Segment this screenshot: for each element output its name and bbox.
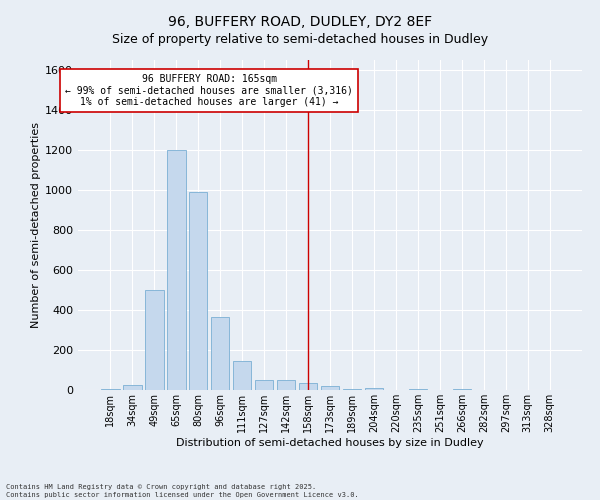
Bar — [233, 361, 251, 390]
Bar — [145, 290, 164, 390]
Bar — [320, 386, 340, 390]
Bar — [211, 317, 229, 390]
Bar — [409, 389, 427, 390]
Text: Contains HM Land Registry data © Crown copyright and database right 2025.
Contai: Contains HM Land Registry data © Crown c… — [6, 484, 359, 498]
Bar — [101, 389, 119, 390]
Bar — [123, 385, 142, 390]
Bar — [277, 380, 295, 390]
Bar — [299, 383, 317, 390]
Bar — [343, 389, 361, 390]
Text: 96 BUFFERY ROAD: 165sqm
← 99% of semi-detached houses are smaller (3,316)
1% of : 96 BUFFERY ROAD: 165sqm ← 99% of semi-de… — [65, 74, 353, 107]
Text: Size of property relative to semi-detached houses in Dudley: Size of property relative to semi-detach… — [112, 32, 488, 46]
X-axis label: Distribution of semi-detached houses by size in Dudley: Distribution of semi-detached houses by … — [176, 438, 484, 448]
Text: 96, BUFFERY ROAD, DUDLEY, DY2 8EF: 96, BUFFERY ROAD, DUDLEY, DY2 8EF — [168, 15, 432, 29]
Y-axis label: Number of semi-detached properties: Number of semi-detached properties — [31, 122, 41, 328]
Bar — [365, 388, 383, 390]
Bar — [167, 150, 185, 390]
Bar — [189, 192, 208, 390]
Bar — [255, 380, 274, 390]
Bar — [452, 389, 471, 390]
